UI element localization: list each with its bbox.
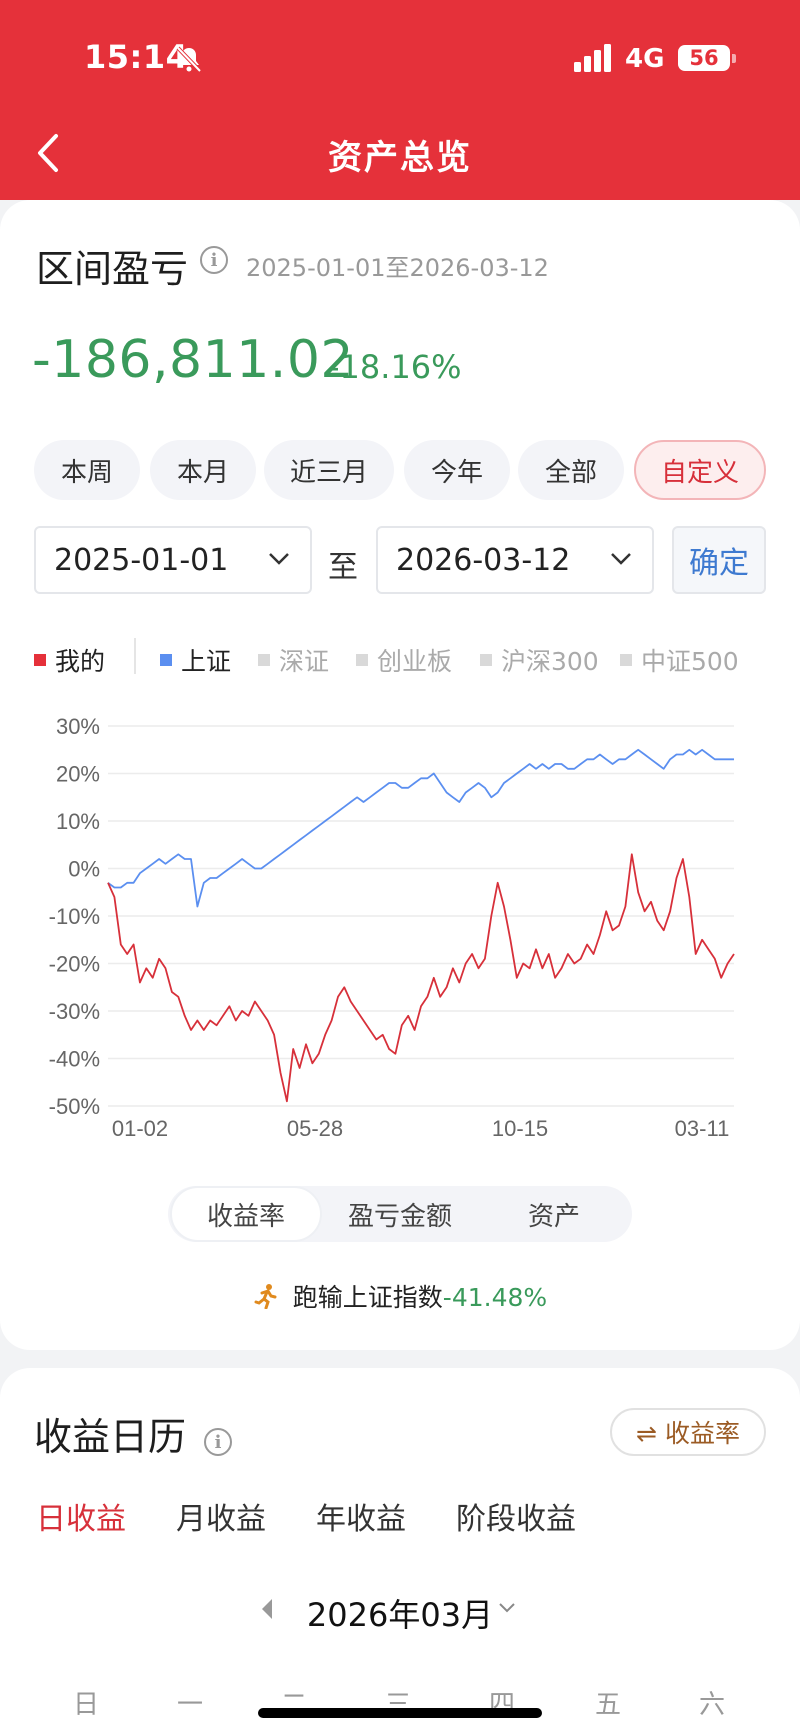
mode-assets[interactable]: 资产 [527,1201,580,1232]
y-tick-label: 20% [56,762,100,787]
chevron-down-icon [269,553,289,565]
status-time: 15:14 [84,38,189,76]
toggle-return-button[interactable]: ⇌ 收益率 [610,1408,766,1456]
period-week[interactable]: 本周 [34,440,140,500]
legend-csi500-label: 中证500 [641,647,739,676]
tab-yearly[interactable]: 年收益 [316,1502,406,1537]
start-date-select[interactable]: 2025-01-01 [34,526,312,594]
pnl-range: 2025-01-01至2026-03-12 [246,254,549,282]
network-type: 4G [625,44,665,74]
legend-csi300-label: 沪深300 [501,647,599,676]
legend-chinext[interactable]: 创业板 [356,642,452,678]
info-icon[interactable]: i [200,246,228,274]
chevron-down-icon [611,553,631,565]
y-tick-label: -30% [49,999,100,1024]
info-icon[interactable]: i [204,1428,232,1456]
legend-mine-label: 我的 [55,647,106,676]
y-tick-label: -40% [49,1047,100,1072]
legend-mine[interactable]: 我的 [34,642,105,678]
pnl-title: 区间盈亏 [36,247,189,291]
legend-shanghai[interactable]: 上证 [160,642,231,678]
legend-divider [134,638,136,674]
battery-tip [732,54,736,63]
x-tick-label: 10-15 [492,1116,548,1141]
tab-daily[interactable]: 日收益 [36,1502,126,1537]
legend-shenzhen[interactable]: 深证 [258,642,329,678]
y-tick-label: -20% [49,952,100,977]
legend-shanghai-label: 上证 [181,647,232,676]
signal-icon [574,44,611,72]
start-date-value: 2025-01-01 [54,542,229,578]
series-line-shanghai [107,748,734,908]
chevron-down-icon[interactable] [498,1602,516,1614]
period-all[interactable]: 全部 [518,440,624,500]
legend-chinext-label: 创业板 [377,647,453,676]
period-month[interactable]: 本月 [150,440,256,500]
calendar-title: 收益日历 [34,1415,187,1459]
y-tick-label: -50% [49,1094,100,1119]
comparison-prefix: 跑输上证指数 [292,1283,443,1312]
weekday-label: 一 [176,1690,203,1720]
back-button[interactable] [28,128,68,178]
series-line-mine [107,853,735,1103]
legend-shenzhen-swatch [258,654,270,666]
to-label: 至 [328,550,358,585]
app-header: 15:14 4G 56 资产总览 [0,0,800,200]
bell-off-icon [176,46,202,73]
legend-csi300-swatch [480,654,492,666]
end-date-value: 2026-03-12 [396,542,571,578]
y-tick-label: 0% [68,857,100,882]
tab-monthly[interactable]: 月收益 [176,1502,266,1537]
prev-month-icon[interactable] [260,1598,274,1620]
x-tick-label: 03-11 [675,1116,730,1141]
comparison-value: -41.48% [442,1283,548,1312]
legend-csi300[interactable]: 沪深300 [480,642,599,678]
mode-return-rate[interactable]: 收益率 [170,1186,322,1242]
month-label[interactable]: 2026年03月 [306,1596,494,1634]
pnl-card: 区间盈亏 i 2025-01-01至2026-03-12 -186,811.02… [0,200,800,1350]
page-title: 资产总览 [328,138,472,178]
runner-icon [254,1284,277,1309]
battery-icon: 56 [678,45,730,71]
y-tick-label: 10% [56,809,100,834]
mode-pnl-amount[interactable]: 盈亏金额 [347,1201,452,1232]
month-switcher: 2026年03月 [0,1586,800,1636]
weekday-label: 五 [594,1690,621,1720]
legend-chinext-swatch [356,654,368,666]
period-3months[interactable]: 近三月 [264,440,394,500]
period-year[interactable]: 今年 [404,440,510,500]
pnl-amount: -186,811.02 [32,330,354,390]
legend-csi500-swatch [620,654,632,666]
y-tick-label: -10% [49,904,100,929]
tab-period[interactable]: 阶段收益 [456,1502,576,1537]
pnl-percent: -18.16% [328,348,462,386]
period-custom[interactable]: 自定义 [634,440,766,500]
chart-mode-switch: 收益率 盈亏金额 资产 [168,1186,632,1242]
home-indicator [258,1708,542,1718]
confirm-button[interactable]: 确定 [672,526,766,594]
weekday-label: 六 [698,1690,725,1720]
legend-csi500[interactable]: 中证500 [620,642,739,678]
legend-mine-swatch [34,654,46,666]
x-tick-label: 01-02 [112,1116,168,1141]
legend-shanghai-swatch [160,654,172,666]
return-chart[interactable]: 30% 20% 10% 0% -10% -20% -30% -40% -50% 01-02 05-2… [0,700,800,1350]
weekday-label: 日 [72,1690,99,1720]
index-comparison: 跑输上证指数-41.48% [0,1278,800,1314]
calendar-card: 收益日历 i ⇌ 收益率 日收益 月收益 年收益 阶段收益 2026年03月 日… [0,1368,800,1734]
x-tick-label: 05-28 [287,1116,343,1141]
legend-shenzhen-label: 深证 [279,647,330,676]
y-tick-label: 30% [56,714,100,739]
end-date-select[interactable]: 2026-03-12 [376,526,654,594]
